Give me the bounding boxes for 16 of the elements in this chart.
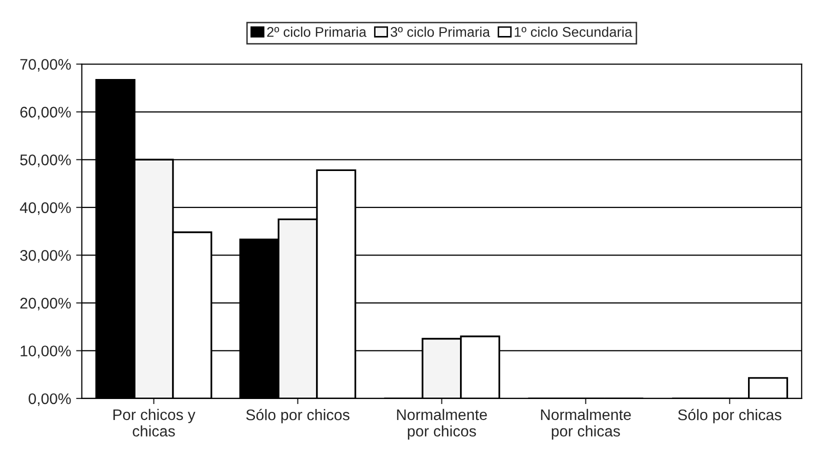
y-tick-label: 60,00% xyxy=(20,106,71,120)
x-tick-label: Sólo por chicos xyxy=(246,408,350,424)
y-tick-label: 20,00% xyxy=(20,298,71,310)
y-tick-label: 50,00% xyxy=(20,154,71,168)
y-tick-label: 10,00% xyxy=(20,346,71,358)
legend-label: 1º ciclo Secundaria xyxy=(514,26,632,37)
y-tick-label: 40,00% xyxy=(20,202,71,215)
x-tick-label: Sólo por chicas xyxy=(678,408,782,424)
x-tick-label: Por chicos y chicas xyxy=(113,408,196,437)
x-tick-label: Normalmente por chicos xyxy=(397,408,487,440)
y-tick-label: 70,00% xyxy=(20,58,71,72)
legend-label: 2º ciclo Primaria xyxy=(267,26,366,37)
legend-label: 3º ciclo Primaria xyxy=(390,26,490,37)
y-tick-label: 0,00% xyxy=(28,393,71,406)
x-tick-label: Normalmente por chicas xyxy=(541,408,631,440)
y-tick-label: 30,00% xyxy=(20,250,71,263)
